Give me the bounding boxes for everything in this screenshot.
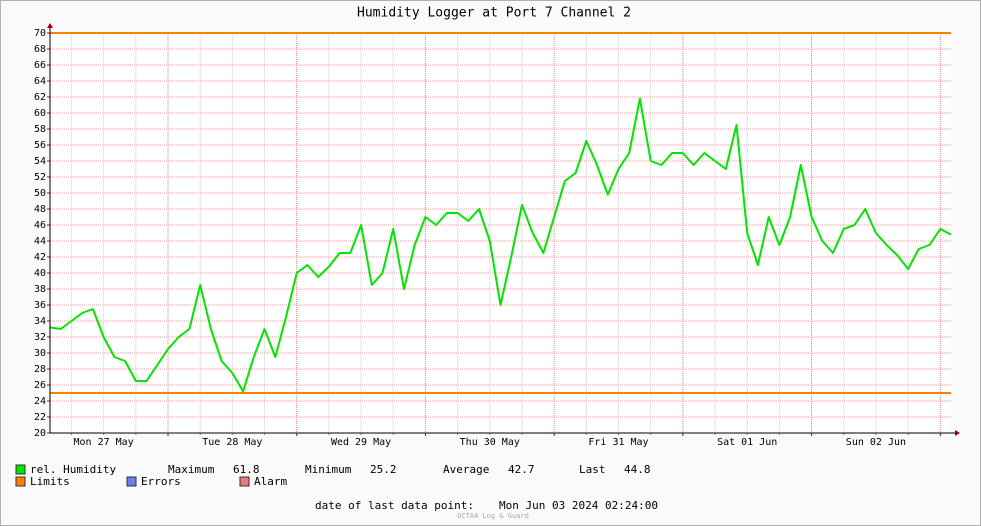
legend-label: Limits [30, 475, 70, 488]
x-tick-label: Mon 27 May [74, 437, 134, 448]
y-tick-label: 50 [34, 188, 46, 199]
y-tick-label: 68 [34, 44, 46, 55]
legend-label: Errors [141, 475, 181, 488]
watermark: OCTA4 Log & Guard [457, 512, 529, 520]
y-tick-label: 58 [34, 124, 46, 135]
y-tick-label: 32 [34, 332, 46, 343]
x-tick-label: Tue 28 May [202, 437, 262, 448]
y-tick-label: 24 [34, 396, 46, 407]
y-axis-arrow [47, 23, 53, 28]
x-tick-label: Wed 29 May [331, 437, 391, 448]
stat-value: 25.2 [370, 463, 397, 476]
x-tick-label: Sun 02 Jun [846, 437, 906, 448]
y-tick-label: 64 [34, 76, 46, 87]
x-tick-label: Thu 30 May [460, 437, 520, 448]
x-axis-arrow [955, 430, 960, 436]
data-line [49, 97, 952, 393]
stat-label: Minimum [305, 463, 352, 476]
y-tick-label: 56 [34, 140, 46, 151]
stat-label: Last [579, 463, 606, 476]
legend-label: rel. Humidity [30, 463, 116, 476]
y-tick-label: 40 [34, 268, 46, 279]
stat-label: Average [443, 463, 489, 476]
stat-value: 61.8 [233, 463, 260, 476]
footer-label: date of last data point: [315, 499, 474, 512]
plot-area [50, 33, 951, 433]
legend-label: Alarm [254, 475, 287, 488]
legend-swatch [239, 476, 250, 487]
y-tick-label: 20 [34, 428, 46, 439]
legend-swatch [15, 464, 26, 475]
y-tick-label: 62 [34, 92, 46, 103]
y-tick-label: 44 [34, 236, 46, 247]
stat-label: Maximum [168, 463, 215, 476]
marks [49, 32, 952, 394]
stat-value: 42.7 [508, 463, 535, 476]
y-tick-label: 30 [34, 348, 46, 359]
y-tick-label: 48 [34, 204, 46, 215]
y-tick-label: 60 [34, 108, 46, 119]
y-tick-label: 52 [34, 172, 46, 183]
y-tick-label: 26 [34, 380, 46, 391]
y-tick-label: 28 [34, 364, 46, 375]
legend-swatch [126, 476, 137, 487]
stat-value: 44.8 [624, 463, 651, 476]
y-tick-label: 54 [34, 156, 46, 167]
y-tick-label: 42 [34, 252, 46, 263]
chart-title: Humidity Logger at Port 7 Channel 2 [357, 6, 631, 21]
y-tick-label: 66 [34, 60, 46, 71]
y-tick-label: 38 [34, 284, 46, 295]
y-tick-label: 36 [34, 300, 46, 311]
grid [47, 32, 951, 436]
footer-value: Mon Jun 03 2024 02:24:00 [499, 499, 658, 512]
x-tick-label: Sat 01 Jun [717, 437, 777, 448]
y-tick-label: 22 [34, 412, 46, 423]
y-tick-label: 70 [34, 28, 46, 39]
y-tick-label: 34 [34, 316, 46, 327]
y-tick-label: 46 [34, 220, 46, 231]
legend-swatch [15, 476, 26, 487]
x-tick-label: Fri 31 May [588, 437, 648, 448]
